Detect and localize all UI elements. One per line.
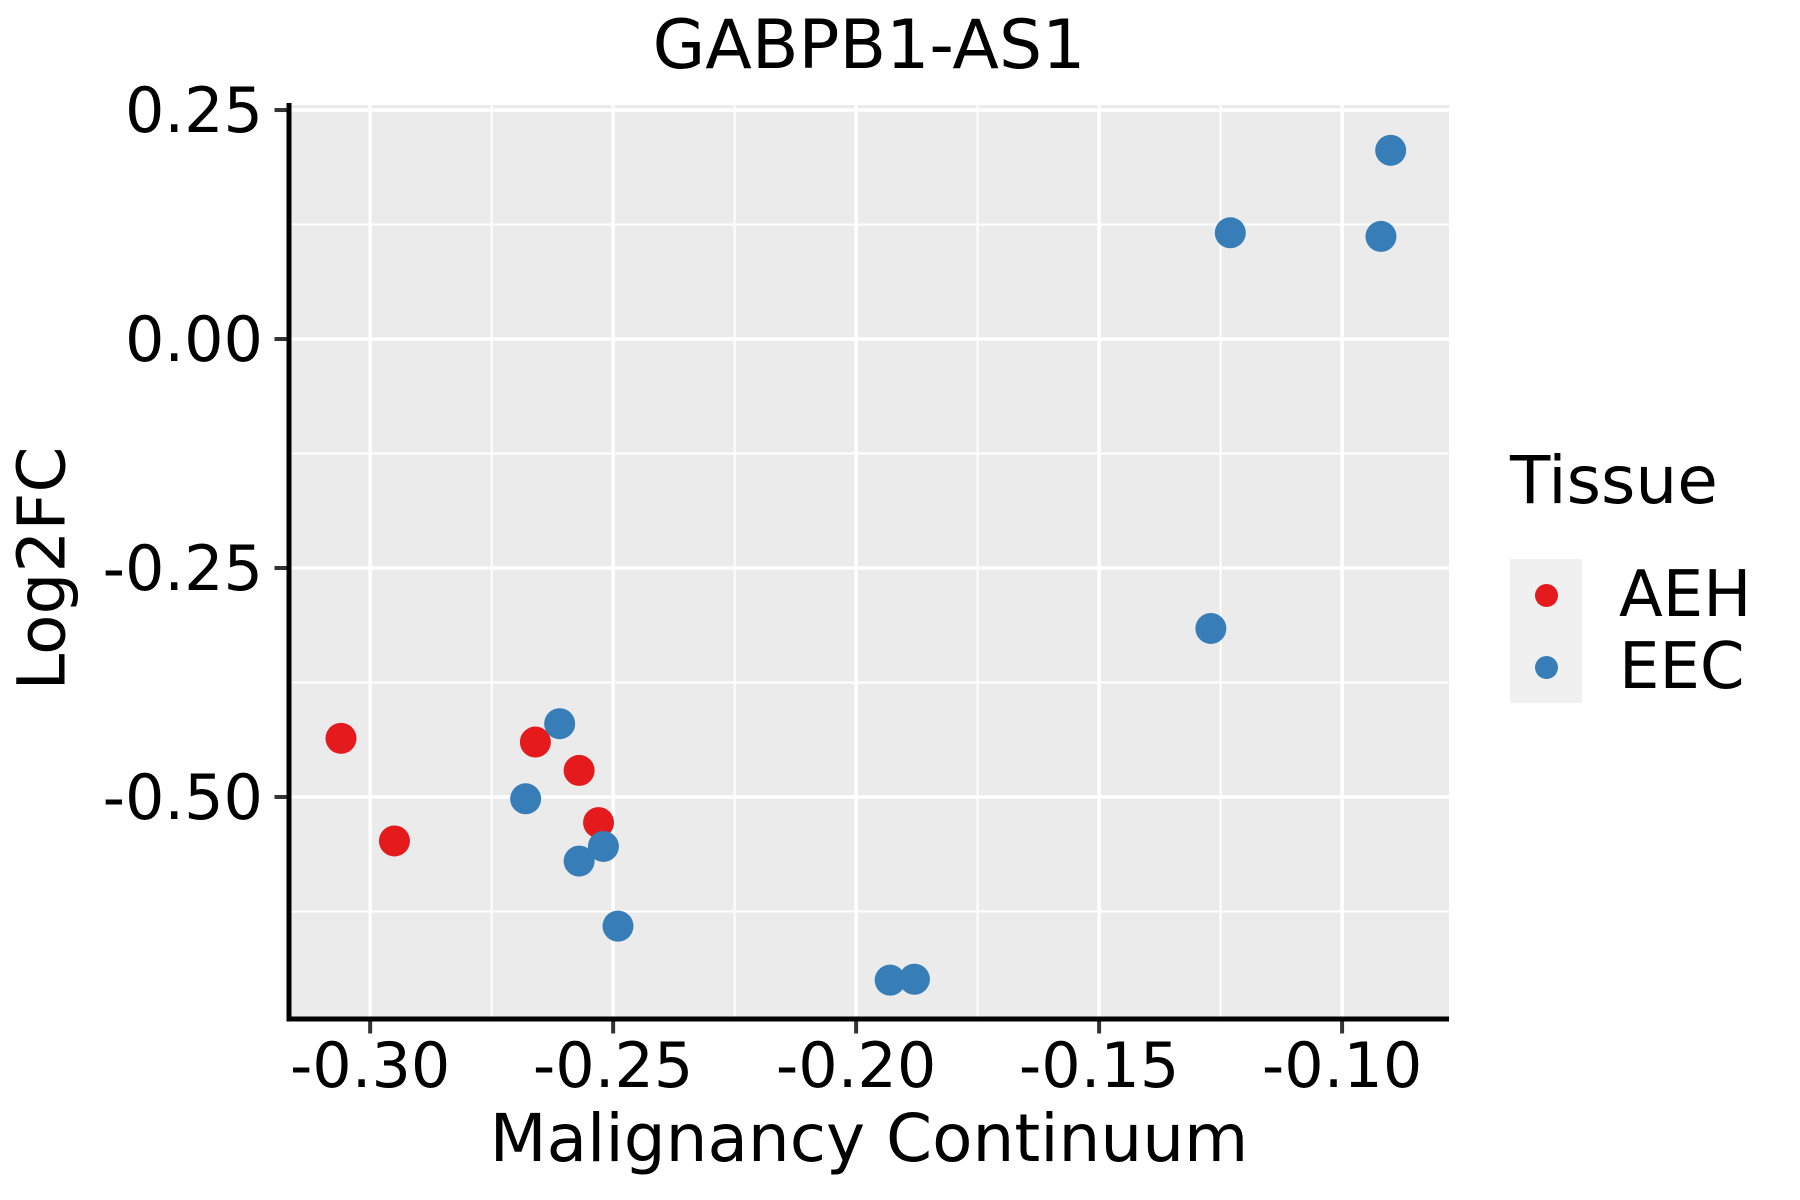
eec-dot-icon bbox=[1534, 655, 1558, 679]
x-tick-label: -0.15 bbox=[1019, 1029, 1179, 1102]
y-tick-label: 0.00 bbox=[125, 303, 263, 376]
legend: Tissue AEH EEC bbox=[1510, 442, 1752, 704]
x-tick-label: -0.20 bbox=[776, 1029, 936, 1102]
x-tick-label: -0.10 bbox=[1262, 1029, 1422, 1102]
y-tick-label: 0.25 bbox=[125, 74, 263, 147]
data-point-eec bbox=[587, 830, 619, 862]
data-point-eec bbox=[1195, 612, 1227, 644]
aeh-dot-icon bbox=[1534, 583, 1558, 607]
x-axis-title: Malignancy Continuum bbox=[489, 1100, 1249, 1177]
data-point-eec bbox=[602, 910, 634, 942]
legend-item-eec: EEC bbox=[1510, 630, 1751, 704]
data-point-eec bbox=[1214, 217, 1246, 249]
data-point-eec bbox=[510, 783, 542, 815]
legend-title: Tissue bbox=[1510, 442, 1718, 519]
legend-item-aeh: AEH bbox=[1510, 558, 1752, 632]
legend-key-eec bbox=[1510, 631, 1582, 703]
data-point-eec bbox=[1365, 220, 1397, 252]
legend-label-eec: EEC bbox=[1619, 630, 1745, 704]
data-point-aeh bbox=[519, 726, 551, 758]
y-tick-label: -0.50 bbox=[103, 761, 263, 834]
panel-background bbox=[289, 105, 1449, 1019]
data-point-aeh bbox=[325, 722, 357, 754]
data-point-aeh bbox=[378, 825, 410, 857]
plot-title: GABPB1-AS1 bbox=[652, 6, 1086, 85]
legend-label-aeh: AEH bbox=[1619, 558, 1752, 632]
data-point-eec bbox=[874, 964, 906, 996]
legend-key-aeh bbox=[1510, 559, 1582, 631]
x-tick-label: -0.30 bbox=[290, 1029, 450, 1102]
data-point-eec bbox=[898, 963, 930, 995]
y-tick-label: -0.25 bbox=[103, 532, 263, 605]
data-point-aeh bbox=[583, 807, 615, 839]
x-tick-label: -0.25 bbox=[533, 1029, 693, 1102]
data-point-eec bbox=[1375, 134, 1407, 166]
data-point-eec bbox=[544, 708, 576, 740]
y-axis-title: Log2FC bbox=[3, 446, 81, 691]
data-point-aeh bbox=[563, 754, 595, 786]
data-point-eec bbox=[563, 845, 595, 877]
